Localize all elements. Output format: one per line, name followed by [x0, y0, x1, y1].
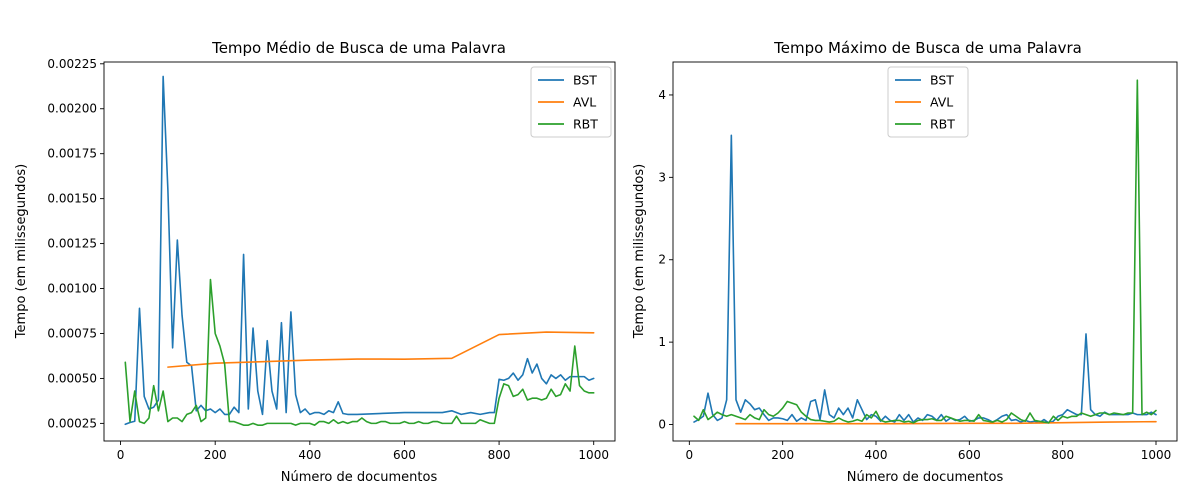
chart-right-series-group — [693, 79, 1157, 425]
chart-right-xlabel: Número de documentos — [847, 470, 1004, 485]
chart-right-series-rbt-line — [693, 79, 1157, 424]
chart-left-y-tick-label: 0.00225 — [47, 57, 97, 71]
chart-left-series-rbt-line — [124, 278, 595, 426]
chart-right-y-tick-label: 0 — [658, 418, 666, 432]
chart-left: Tempo Médio de Busca de uma Palavra Núme… — [14, 39, 616, 485]
chart-right-legend: BST AVL RBT — [887, 66, 969, 138]
chart-left-series-group — [124, 75, 595, 426]
chart-right-legend-box — [887, 66, 969, 138]
chart-left-legend-box — [530, 66, 612, 138]
chart-left-y-tick-label: 0.00150 — [47, 192, 97, 206]
chart-left-y-tick-label: 0.00125 — [47, 237, 97, 251]
chart-left-y-tick-label: 0.00025 — [47, 416, 97, 430]
chart-right-axes-frame — [672, 61, 1178, 442]
chart-left-series-bst-line — [124, 75, 595, 426]
chart-right-legend-label-bst: BST — [930, 73, 954, 88]
chart-right-x-tick-label: 800 — [1051, 448, 1074, 462]
chart-right-x-tick-label: 600 — [958, 448, 981, 462]
chart-left-y-tick-label: 0.00100 — [47, 282, 97, 296]
chart-right-y-tick-label: 3 — [658, 170, 666, 184]
chart-right-x-tick-label: 200 — [771, 448, 794, 462]
chart-left-x-tick-label: 800 — [488, 448, 511, 462]
chart-left-x-tick-label: 1000 — [578, 448, 609, 462]
chart-left-x-tick-label: 400 — [298, 448, 321, 462]
chart-left-axes-frame — [103, 61, 616, 442]
chart-right-legend-label-avl: AVL — [930, 95, 953, 110]
chart-left-legend: BST AVL RBT — [530, 66, 612, 138]
chart-left-xlabel: Número de documentos — [281, 470, 438, 485]
chart-left-y-tick-label: 0.00200 — [47, 102, 97, 116]
chart-left-series-avl-line — [167, 331, 595, 368]
chart-left-y-tick-label: 0.00175 — [47, 147, 97, 161]
chart-right-series-avl-line — [735, 420, 1157, 425]
chart-right: Tempo Máximo de Busca de uma Palavra Núm… — [632, 39, 1178, 485]
chart-right-x-tick-label: 1000 — [1141, 448, 1172, 462]
chart-left-legend-label-rbt: RBT — [573, 117, 598, 132]
chart-left-plot-area: 0 200 400 600 800 1000 0.00025 0.00050 0.00075 0.… — [47, 57, 616, 462]
chart-right-ylabel: Tempo (em milissegundos) — [632, 164, 647, 339]
chart-right-x-tick-label: 0 — [686, 448, 694, 462]
chart-left-y-tick-label: 0.00075 — [47, 326, 97, 340]
chart-right-y-tick-label: 4 — [658, 88, 666, 102]
chart-left-y-tick-label: 0.00050 — [47, 371, 97, 385]
chart-left-legend-label-avl: AVL — [573, 95, 596, 110]
chart-right-title: Tempo Máximo de Busca de uma Palavra — [773, 39, 1082, 57]
chart-right-legend-label-rbt: RBT — [930, 117, 955, 132]
chart-right-plot-area: 0 200 400 600 800 1000 0 1 2 3 4 BST AVL RBT — [658, 61, 1178, 462]
chart-right-x-tick-label: 400 — [865, 448, 888, 462]
chart-left-title: Tempo Médio de Busca de uma Palavra — [211, 39, 506, 57]
chart-left-x-tick-label: 600 — [393, 448, 416, 462]
chart-left-x-tick-label: 0 — [117, 448, 125, 462]
chart-right-y-tick-label: 1 — [658, 335, 666, 349]
chart-right-y-tick-label: 2 — [658, 253, 666, 267]
chart-left-x-tick-label: 200 — [204, 448, 227, 462]
chart-left-ylabel: Tempo (em milissegundos) — [14, 164, 29, 339]
chart-left-legend-label-bst: BST — [573, 73, 597, 88]
